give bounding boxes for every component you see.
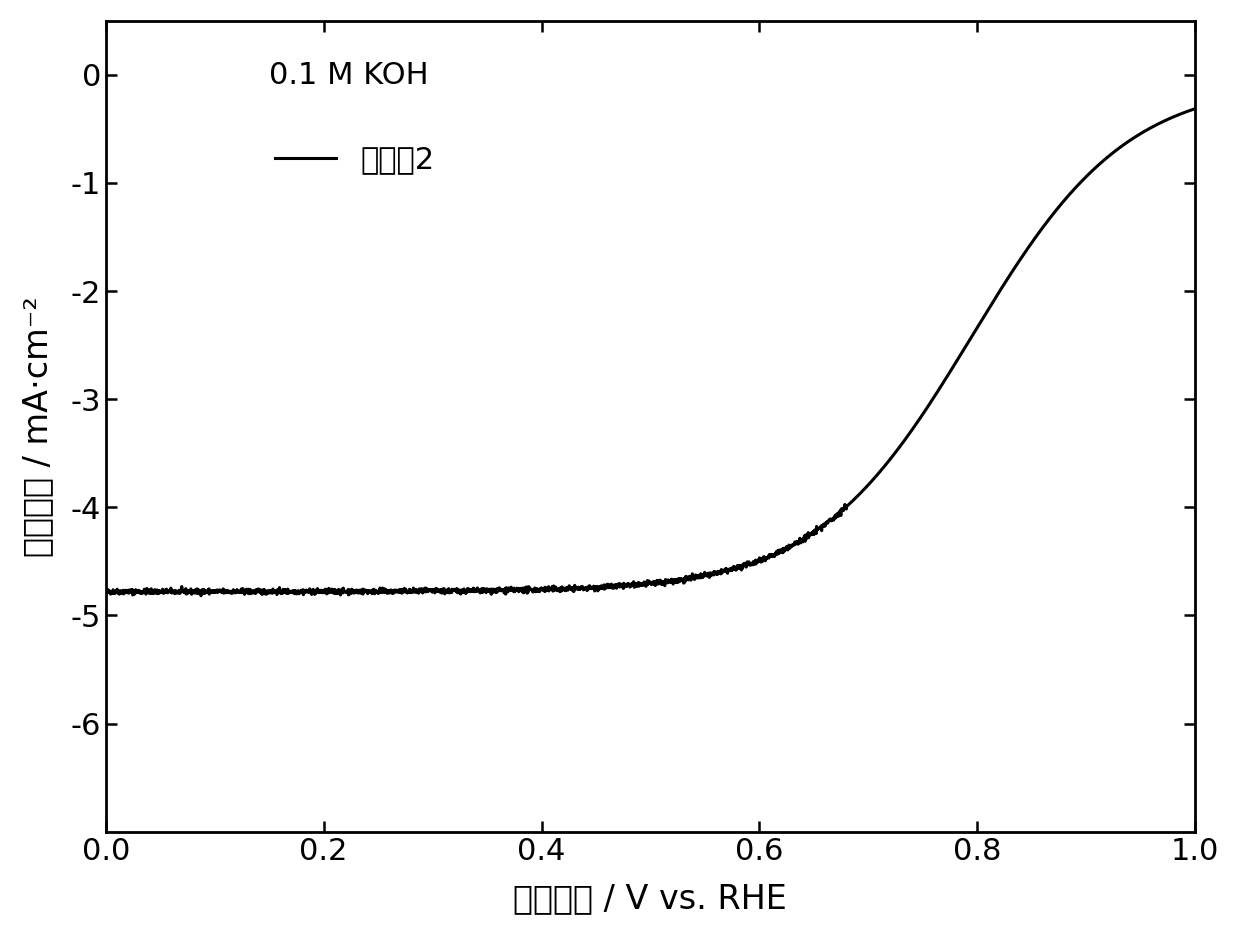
X-axis label: 电极电势 / V vs. RHE: 电极电势 / V vs. RHE — [513, 882, 787, 915]
Y-axis label: 电流密度 / mA·cm⁻²: 电流密度 / mA·cm⁻² — [21, 296, 53, 557]
Text: 0.1 M KOH: 0.1 M KOH — [269, 62, 429, 91]
Legend: 实施入2: 实施入2 — [263, 134, 446, 187]
